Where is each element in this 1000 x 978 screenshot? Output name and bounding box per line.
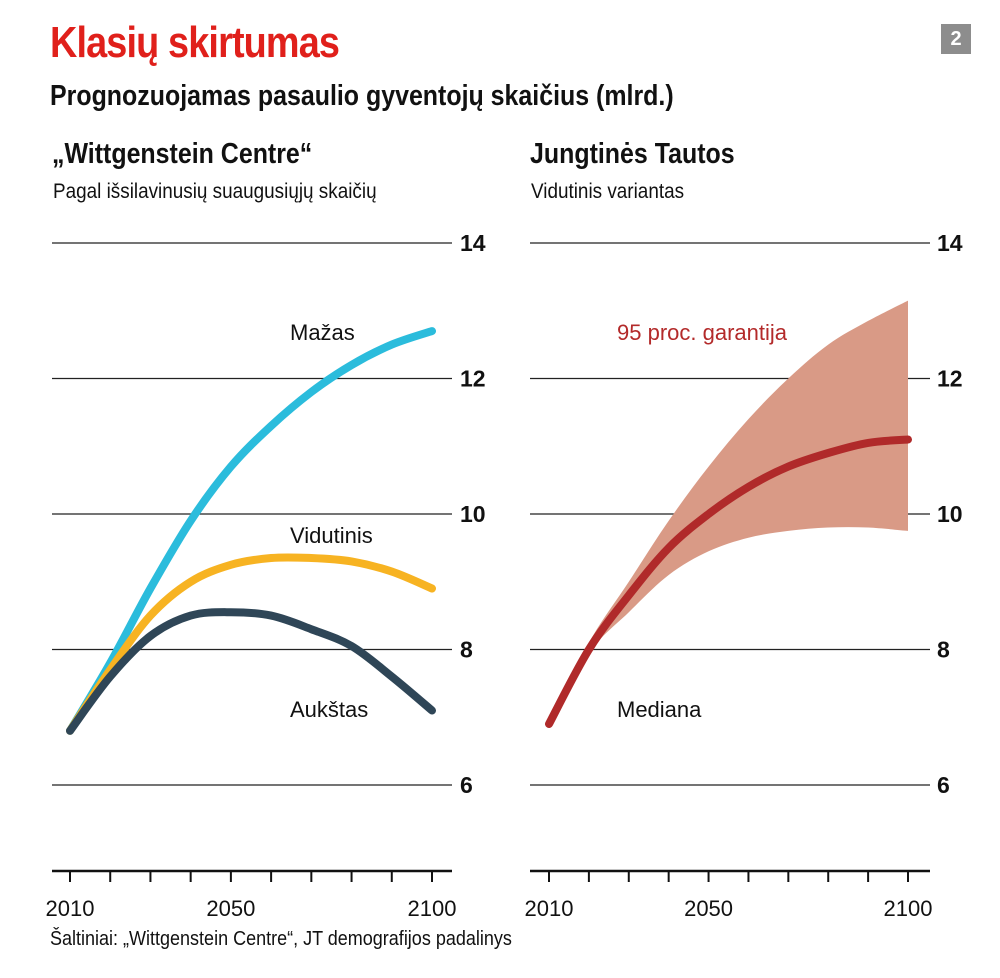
y-tick-label: 12	[460, 366, 486, 392]
chart-subtitle: Prognozuojamas pasaulio gyventojų skaiči…	[50, 80, 674, 112]
x-tick-label: 2010	[525, 896, 574, 921]
panel-2: 6 8 10 12 14 2010 2050 2100 Mediana 95 proc. gara…	[525, 230, 963, 921]
y-tick-label: 12	[937, 366, 963, 392]
y-tick-label: 6	[460, 772, 473, 798]
right-panel-title: Jungtinės Tautos	[530, 138, 735, 170]
right-panel-subtitle: Vidutinis variantas	[531, 180, 685, 203]
x-tick-label: 2050	[206, 896, 255, 921]
chart-title: Klasių skirtumas	[50, 18, 340, 67]
y-tick-label: 8	[937, 637, 950, 663]
left-panel-subtitle: Pagal išsilavinusių suaugusiųjų skaičių	[53, 180, 377, 203]
y-tick-label: 6	[937, 772, 950, 798]
band-label: 95 proc. garantija	[617, 320, 788, 345]
panel-1: 6 8 10 12 14 2010 2050 2100 Mažas Vidutinis Aukšta…	[46, 230, 486, 921]
y-tick-label: 14	[460, 230, 486, 256]
figure-number-badge: 2	[941, 24, 971, 54]
x-tick-label: 2100	[884, 896, 933, 921]
y-tick-label: 8	[460, 637, 473, 663]
series-label: Aukštas	[290, 697, 368, 722]
y-tick-label: 14	[937, 230, 963, 256]
series-label: Mediana	[617, 697, 702, 722]
left-panel-title: „Wittgenstein Centre“	[52, 138, 313, 170]
series-line-Vidutinis	[66, 553, 436, 735]
series-line-Aukštas	[66, 608, 436, 735]
x-tick-label: 2010	[46, 896, 95, 921]
source-note: Šaltiniai: „Wittgenstein Centre“, JT dem…	[50, 928, 512, 950]
confidence-band	[549, 300, 908, 724]
series-line-Mediana	[545, 435, 912, 728]
y-tick-label: 10	[460, 501, 486, 527]
x-tick-label: 2100	[408, 896, 457, 921]
y-tick-label: 10	[937, 501, 963, 527]
series-label: Mažas	[290, 320, 355, 345]
series-label: Vidutinis	[290, 523, 373, 548]
series-line-Mažas	[66, 327, 436, 735]
x-tick-label: 2050	[684, 896, 733, 921]
